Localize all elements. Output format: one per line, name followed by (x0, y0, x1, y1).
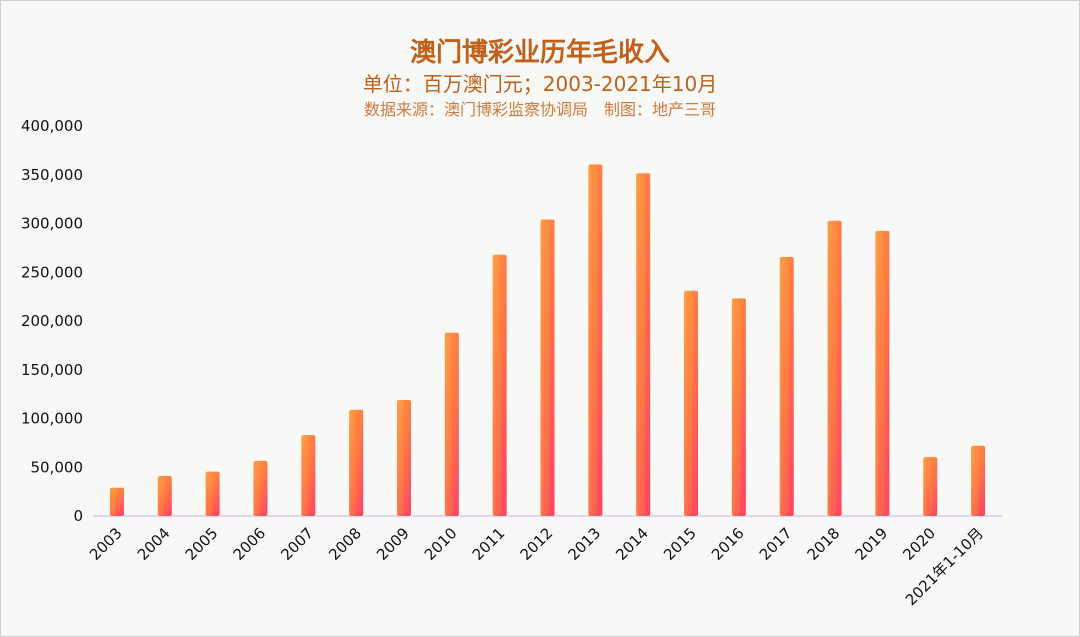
y-tick-label: 300,000 (21, 215, 83, 233)
x-tick-label: 2007 (277, 524, 317, 564)
chart-source: 数据来源：澳门博彩监察协调局 制图：地产三哥 (363, 100, 716, 119)
x-tick-label: 2005 (182, 524, 222, 564)
bar (205, 471, 220, 516)
bar (971, 445, 986, 516)
bar (444, 332, 459, 516)
bar (779, 256, 794, 516)
y-tick-label: 0 (73, 507, 83, 525)
bar (157, 476, 172, 516)
y-tick-label: 50,000 (31, 458, 84, 476)
bar (875, 230, 890, 516)
y-tick-label: 350,000 (21, 166, 83, 184)
x-tick-label: 2004 (134, 524, 174, 564)
x-tick-label: 2019 (851, 524, 891, 564)
bar (827, 220, 842, 516)
bar (253, 460, 268, 516)
bar (301, 435, 316, 516)
x-tick-label: 2006 (230, 524, 270, 564)
x-tick-label: 2018 (804, 524, 844, 564)
x-tick-label: 2012 (517, 524, 557, 564)
bar (349, 409, 364, 516)
bar (731, 298, 746, 516)
bar (109, 487, 124, 516)
bar (588, 164, 603, 516)
bar (540, 219, 555, 516)
x-tick-label: 2003 (86, 524, 126, 564)
y-tick-label: 150,000 (21, 361, 83, 379)
y-tick-label: 100,000 (21, 410, 83, 428)
bar (636, 173, 651, 516)
bar (492, 254, 507, 517)
x-tick-label: 2015 (660, 524, 700, 564)
x-tick-label: 2008 (325, 524, 365, 564)
y-tick-label: 200,000 (21, 312, 83, 330)
x-tick-label: 2009 (373, 524, 413, 564)
chart-title: 澳门博彩业历年毛收入 (409, 38, 670, 68)
chart-subtitle: 单位：百万澳门元；2003-2021年10月 (362, 72, 718, 96)
x-tick-label: 2020 (899, 524, 939, 564)
x-tick-label: 2014 (612, 524, 652, 564)
x-tick-label: 2017 (756, 524, 796, 564)
x-tick-label: 2016 (708, 524, 748, 564)
y-tick-label: 400,000 (21, 117, 83, 135)
x-tick-label: 2011 (469, 524, 509, 564)
x-tick-label: 2013 (564, 524, 604, 564)
bar (923, 457, 938, 516)
bar (684, 290, 699, 516)
x-tick-label: 2010 (421, 524, 461, 564)
bar (396, 399, 411, 516)
y-tick-label: 250,000 (21, 263, 83, 281)
